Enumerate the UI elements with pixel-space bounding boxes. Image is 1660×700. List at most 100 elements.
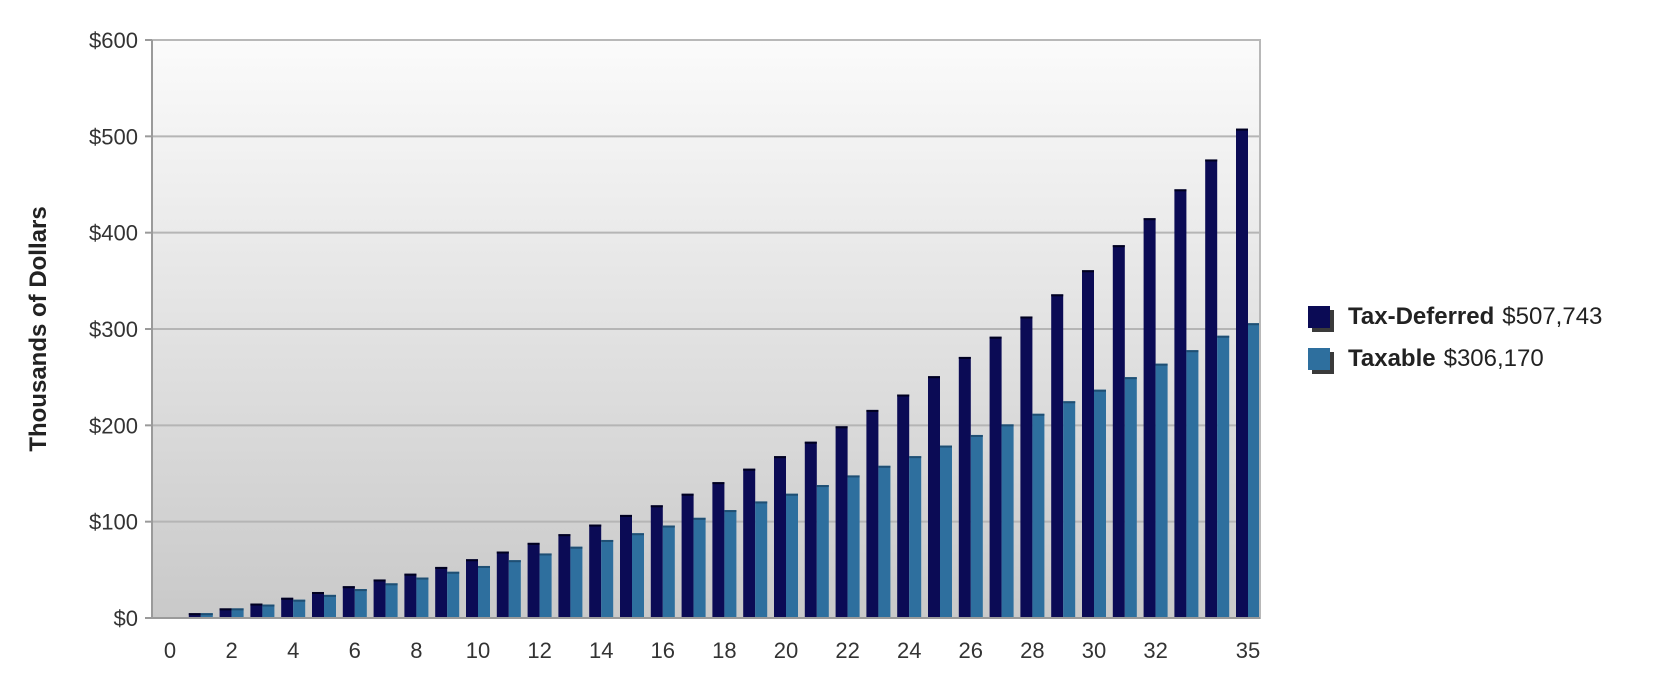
bar-tax-deferred <box>466 559 478 618</box>
bar-cap-tax-deferred <box>1020 316 1033 319</box>
bar-cap-tax-deferred <box>404 573 417 576</box>
bar-tax-deferred <box>250 603 263 618</box>
bar-cap-tax-deferred <box>373 579 386 582</box>
bar-taxable <box>632 533 644 618</box>
bar-tax-deferred <box>589 524 602 618</box>
bar-taxable <box>1094 389 1106 618</box>
x-tick-label: 24 <box>897 638 921 663</box>
legend-value-taxable: $306,170 <box>1443 345 1544 372</box>
y-tick-label: $500 <box>89 124 138 149</box>
bar-cap-tax-deferred <box>804 441 817 444</box>
bar-cap-taxable <box>724 510 737 513</box>
y-tick-label: $400 <box>89 221 138 246</box>
x-tick-label: 35 <box>1236 638 1260 663</box>
bar-taxable <box>385 583 398 618</box>
bar-tax-deferred <box>188 613 201 618</box>
bar-taxable <box>940 445 952 618</box>
bar-cap-tax-deferred <box>897 394 910 397</box>
bar-cap-taxable <box>570 546 583 549</box>
bar-cap-taxable <box>508 560 521 563</box>
y-axis-label: Thousands of Dollars <box>25 206 52 451</box>
bar-taxable <box>1063 401 1076 618</box>
bar-cap-tax-deferred <box>1082 270 1094 273</box>
bar-tax-deferred <box>866 409 879 618</box>
bar-cap-taxable <box>1124 377 1137 380</box>
legend-label-taxable: Taxable <box>1348 345 1436 372</box>
bar-tax-deferred <box>1020 316 1033 618</box>
bar-cap-tax-deferred <box>527 542 540 545</box>
bar-taxable <box>231 608 244 618</box>
bar-cap-tax-deferred <box>1051 294 1064 297</box>
bar-cap-tax-deferred <box>281 597 294 600</box>
x-tick-label: 28 <box>1020 638 1044 663</box>
x-tick-label: 18 <box>712 638 736 663</box>
bar-cap-taxable <box>262 604 275 607</box>
bar-cap-taxable <box>324 594 336 597</box>
bar-cap-tax-deferred <box>312 591 324 594</box>
y-tick-label: $300 <box>89 317 138 342</box>
bar-tax-deferred <box>1143 218 1156 618</box>
bar-taxable <box>662 525 675 618</box>
bar-cap-tax-deferred <box>835 426 848 429</box>
bar-tax-deferred <box>1051 294 1064 618</box>
bar-cap-taxable <box>354 589 367 592</box>
bar-cap-tax-deferred <box>620 514 632 517</box>
bar-taxable <box>1155 363 1168 618</box>
y-tick-label: $200 <box>89 413 138 438</box>
x-tick-label: 0 <box>164 638 176 663</box>
legend-value-tax-deferred: $507,743 <box>1502 303 1603 330</box>
bar-taxable <box>816 485 829 618</box>
x-tick-label: 20 <box>774 638 798 663</box>
legend: Tax-Deferred $507,743 Taxable $306,170 <box>1308 296 1602 380</box>
bar-tax-deferred <box>1174 189 1187 619</box>
bar-tax-deferred <box>712 482 725 618</box>
bar-tax-deferred <box>774 456 786 618</box>
bar-taxable <box>970 434 983 618</box>
bar-cap-tax-deferred <box>681 493 694 496</box>
x-tick-label: 4 <box>287 638 299 663</box>
bar-taxable <box>324 594 336 618</box>
bar-cap-taxable <box>447 571 460 574</box>
bar-cap-taxable <box>385 583 398 586</box>
bar-cap-tax-deferred <box>1236 128 1248 131</box>
bar-tax-deferred <box>312 591 324 618</box>
bar-taxable <box>1248 323 1260 618</box>
y-tick-label: $0 <box>114 606 138 631</box>
bar-cap-taxable <box>1248 323 1260 326</box>
bar-cap-tax-deferred <box>342 586 355 589</box>
bar-cap-tax-deferred <box>188 613 201 616</box>
bar-taxable <box>601 539 614 618</box>
bar-tax-deferred <box>342 586 355 618</box>
bar-tax-deferred <box>650 505 663 618</box>
bar-cap-tax-deferred <box>496 551 509 554</box>
bar-tax-deferred <box>804 441 817 618</box>
bar-cap-tax-deferred <box>558 534 571 537</box>
bar-cap-taxable <box>878 465 891 468</box>
bar-cap-tax-deferred <box>958 356 971 359</box>
taxable-color <box>1308 348 1330 370</box>
bar-cap-taxable <box>940 445 952 448</box>
bar-tax-deferred <box>281 597 294 618</box>
bar-cap-tax-deferred <box>1174 189 1187 192</box>
x-tick-label: 22 <box>835 638 859 663</box>
x-tick-label: 12 <box>527 638 551 663</box>
bar-cap-taxable <box>1217 335 1230 338</box>
bar-cap-taxable <box>539 553 552 556</box>
bar-cap-tax-deferred <box>1205 159 1218 162</box>
bar-cap-taxable <box>1186 350 1199 353</box>
bar-taxable <box>693 517 706 618</box>
x-tick-label: 32 <box>1143 638 1167 663</box>
bar-cap-taxable <box>970 434 983 437</box>
bar-tax-deferred <box>219 608 232 618</box>
bar-cap-tax-deferred <box>250 603 263 606</box>
bar-taxable <box>724 510 737 618</box>
bar-cap-tax-deferred <box>650 505 663 508</box>
bar-cap-taxable <box>416 577 429 580</box>
bar-cap-taxable <box>293 599 306 602</box>
bar-taxable <box>354 589 367 618</box>
tax-deferred-color <box>1308 306 1330 328</box>
bar-tax-deferred <box>1205 159 1218 618</box>
bar-tax-deferred <box>958 356 971 618</box>
bar-taxable <box>847 475 860 618</box>
